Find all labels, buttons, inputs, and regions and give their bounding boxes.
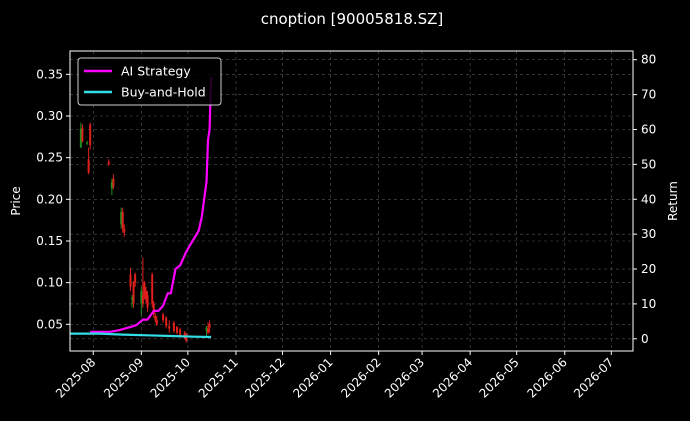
candle-body-6 — [110, 182, 113, 189]
candle-22 — [154, 312, 157, 323]
y-tick-label-right-4: 40 — [641, 192, 656, 206]
y-axis-label-left: Price — [9, 186, 23, 215]
candle-20 — [151, 272, 154, 308]
candle-body-14 — [134, 274, 137, 283]
candle-24 — [162, 312, 165, 323]
candle-body-2 — [86, 142, 89, 144]
y-tick-label-left-0: 0.05 — [36, 317, 63, 331]
candle-2 — [86, 141, 89, 146]
y-tick-label-right-0: 0 — [641, 332, 649, 346]
candle-body-5 — [107, 161, 110, 165]
candle-body-4 — [89, 124, 92, 146]
y-tick-label-left-6: 0.35 — [36, 67, 63, 81]
candle-body-17 — [143, 282, 146, 296]
y-tick-label-left-3: 0.20 — [36, 192, 63, 206]
candle-body-7 — [112, 178, 115, 187]
candle-26 — [168, 320, 171, 333]
candle-27 — [172, 321, 175, 333]
candle-32 — [205, 326, 208, 337]
candlesticks — [79, 122, 211, 343]
candle-8 — [120, 207, 123, 229]
candle-body-10 — [123, 228, 126, 233]
series-lines — [70, 77, 213, 339]
series-line-buy-and-hold — [70, 332, 212, 339]
candle-body-34 — [208, 324, 211, 328]
candle-body-1 — [81, 128, 84, 141]
candle-body-29 — [179, 329, 182, 336]
y-tick-label-left-1: 0.10 — [36, 276, 63, 290]
y-tick-label-left-4: 0.25 — [36, 151, 63, 165]
y-tick-label-left-2: 0.15 — [36, 234, 63, 248]
candle-18 — [144, 286, 147, 304]
y-tick-label-right-5: 50 — [641, 157, 656, 171]
candle-body-18 — [144, 291, 147, 300]
chart-title: cnoption [90005818.SZ] — [261, 10, 444, 28]
legend-entry-0: AI Strategy — [121, 64, 191, 79]
candle-body-32 — [205, 327, 208, 331]
candle-21 — [152, 301, 155, 318]
candle-body-19 — [146, 295, 149, 308]
candle-body-11 — [129, 274, 132, 287]
plot-frame — [69, 50, 634, 352]
candle-1 — [81, 124, 84, 143]
candle-body-22 — [154, 316, 157, 321]
candle-body-16 — [141, 295, 144, 304]
candle-body-20 — [151, 274, 154, 304]
y-tick-label-right-2: 20 — [641, 262, 656, 276]
candle-body-31 — [185, 334, 188, 341]
candle-7 — [112, 174, 115, 190]
candle-19 — [146, 291, 149, 312]
candle-31 — [185, 332, 188, 343]
y-tick-label-right-8: 80 — [641, 53, 656, 67]
candle-14 — [134, 272, 137, 287]
candle-body-12 — [131, 297, 134, 300]
grid — [70, 51, 633, 351]
candle-body-15 — [140, 291, 143, 304]
candle-33 — [207, 322, 210, 335]
candle-0 — [79, 122, 82, 148]
y-tick-label-left-5: 0.30 — [36, 109, 63, 123]
candle-body-24 — [162, 314, 165, 321]
candle-25 — [165, 316, 168, 329]
candle-body-23 — [155, 320, 158, 325]
y-axis-label-right: Return — [666, 181, 680, 221]
candle-body-28 — [176, 326, 179, 333]
series-line-ai-strategy — [90, 77, 213, 333]
candle-body-21 — [152, 303, 155, 315]
candle-15 — [140, 286, 143, 316]
candle-10 — [123, 224, 126, 237]
candle-5 — [107, 159, 110, 166]
candle-4 — [89, 122, 92, 150]
legend-entry-1: Buy-and-Hold — [121, 85, 206, 100]
candle-11 — [129, 267, 132, 291]
candle-12 — [131, 295, 134, 308]
candle-28 — [176, 326, 179, 335]
legend-box — [77, 57, 222, 106]
candle-23 — [155, 316, 158, 326]
candle-body-25 — [165, 317, 168, 326]
candle-body-27 — [172, 322, 175, 331]
candle-34 — [208, 320, 211, 333]
y-tick-label-right-6: 60 — [641, 122, 656, 136]
candle-3 — [87, 147, 90, 175]
y-tick-label-right-1: 10 — [641, 297, 656, 311]
candle-9 — [121, 207, 124, 233]
y-tick-label-right-7: 70 — [641, 88, 656, 102]
candle-body-0 — [79, 128, 82, 148]
y-tick-label-right-3: 30 — [641, 227, 656, 241]
candle-6 — [110, 178, 113, 196]
candle-body-33 — [207, 328, 210, 333]
candle-17 — [143, 281, 146, 300]
candle-body-9 — [121, 211, 124, 229]
candle-13 — [132, 281, 135, 308]
candle-body-26 — [168, 326, 171, 329]
candle-body-8 — [120, 211, 123, 225]
candle-body-13 — [132, 282, 135, 304]
candle-16 — [141, 257, 144, 308]
candle-body-3 — [87, 159, 90, 173]
series-group — [70, 77, 213, 339]
legend: AI Strategy Buy-and-Hold — [77, 57, 222, 106]
